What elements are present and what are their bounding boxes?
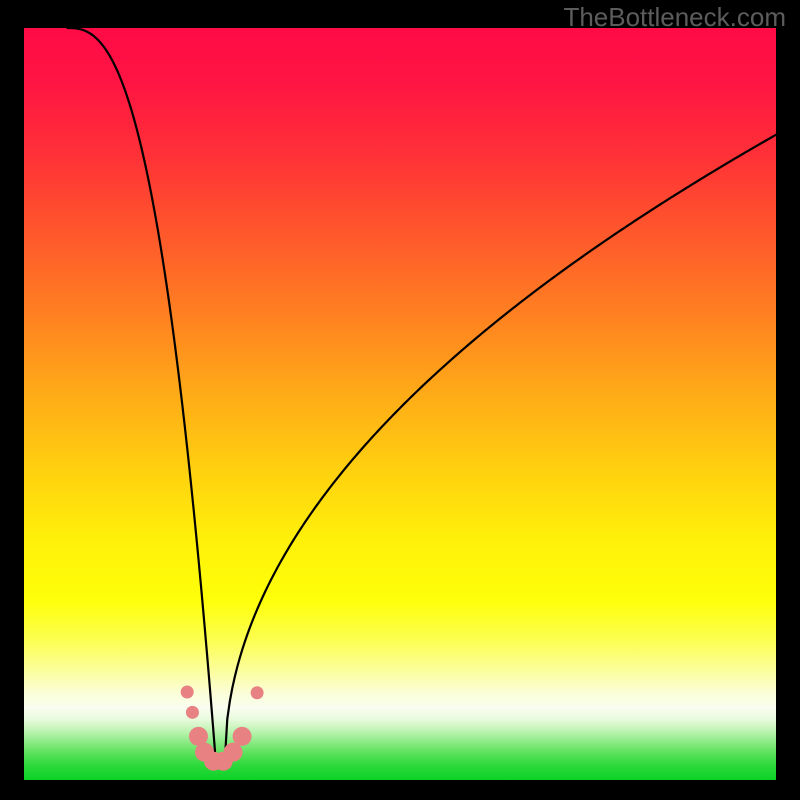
- trough-marker: [233, 727, 252, 746]
- trough-marker: [181, 686, 194, 699]
- trough-marker: [251, 686, 264, 699]
- chart-frame: TheBottleneck.com: [0, 0, 800, 800]
- gradient-bg: [24, 28, 776, 780]
- chart-svg: [24, 28, 776, 780]
- plot-area: [24, 28, 776, 780]
- trough-marker: [186, 706, 199, 719]
